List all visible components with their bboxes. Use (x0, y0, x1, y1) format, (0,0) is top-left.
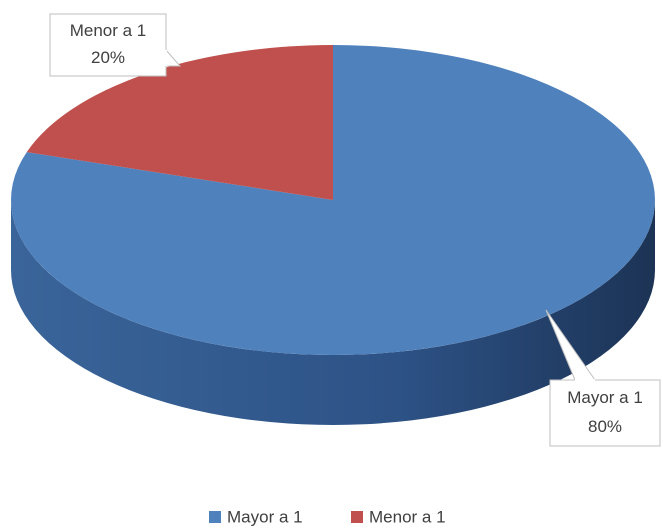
data-label-name: Menor a 1 (70, 21, 147, 40)
data-label-value: 80% (588, 417, 622, 436)
slice (26, 45, 334, 200)
data-label-value: 20% (91, 48, 125, 67)
labels: Mayor a 1 80% Menor a 1 20% (49, 13, 661, 447)
callout-box (545, 309, 661, 447)
legend-swatch (209, 511, 221, 523)
callout-box (49, 13, 182, 77)
slice-side (11, 200, 655, 425)
legend-label: Mayor a 1 (227, 507, 303, 526)
data-label-name: Mayor a 1 (567, 388, 643, 407)
legend-label: Menor a 1 (369, 507, 446, 526)
pie (10, 45, 655, 425)
legend-swatch (351, 511, 363, 523)
legend: Mayor a 1 Menor a 1 (209, 507, 446, 526)
